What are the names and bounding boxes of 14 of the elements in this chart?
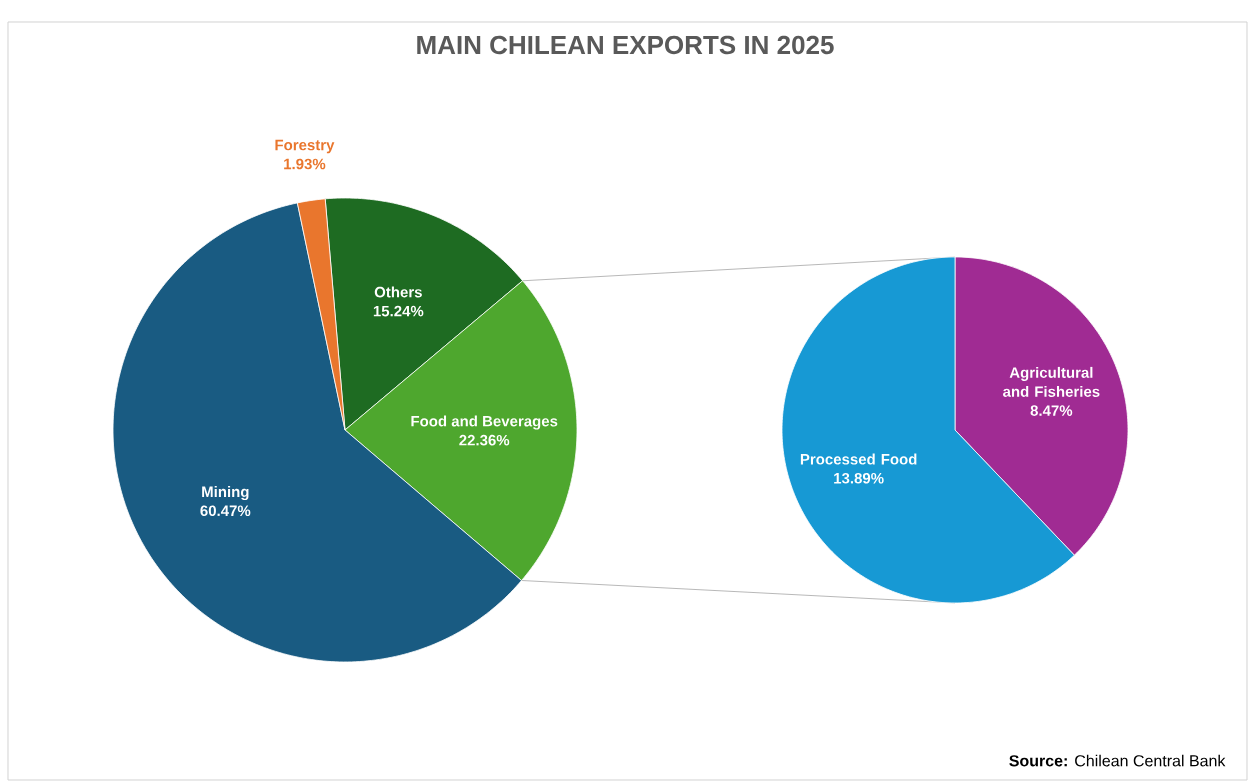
slice-label: Mining — [202, 486, 249, 501]
slice-label: Forestry — [275, 139, 335, 154]
slice-label: Others — [374, 286, 422, 298]
data-label: 1.93% — [284, 158, 326, 170]
text: Source: Chilean Central Bank — [1009, 754, 1226, 767]
slice-label: Processed Food — [800, 453, 917, 465]
data-label: 13.89% — [834, 472, 884, 484]
data-label: 60.47% — [200, 505, 251, 517]
data-label: 22.36% — [459, 434, 510, 446]
slice-label: Food and Beverages — [411, 415, 558, 430]
chart-title: MAIN CHILEAN EXPORTS IN 2025 — [417, 35, 834, 55]
data-label: 8.47% — [1030, 405, 1073, 416]
data-label: 15.24% — [373, 305, 424, 317]
slice-label: Agricultural and Fisheries — [1003, 366, 1100, 397]
